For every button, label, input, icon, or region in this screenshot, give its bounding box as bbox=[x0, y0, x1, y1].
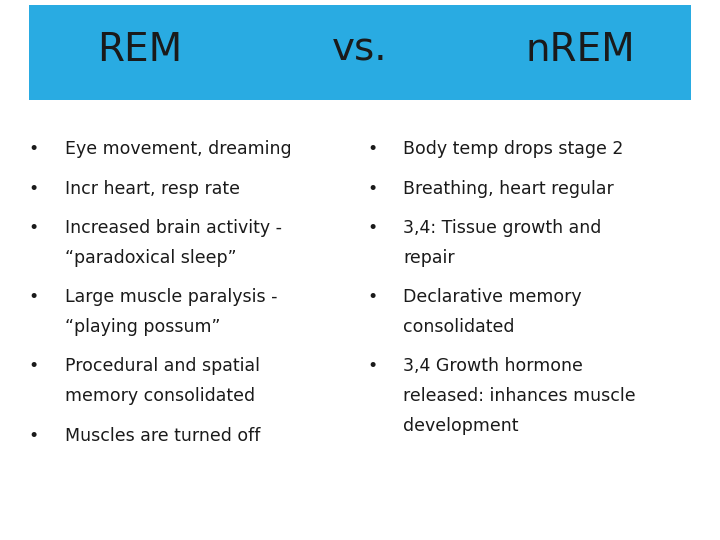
Text: Procedural and spatial: Procedural and spatial bbox=[65, 357, 260, 375]
Text: Declarative memory: Declarative memory bbox=[403, 288, 582, 306]
Text: Incr heart, resp rate: Incr heart, resp rate bbox=[65, 180, 240, 198]
Text: •: • bbox=[367, 219, 377, 237]
Text: Large muscle paralysis -: Large muscle paralysis - bbox=[65, 288, 277, 306]
Text: •: • bbox=[29, 357, 39, 375]
Text: “playing possum”: “playing possum” bbox=[65, 318, 220, 336]
Text: •: • bbox=[367, 357, 377, 375]
Text: Increased brain activity -: Increased brain activity - bbox=[65, 219, 282, 237]
Text: repair: repair bbox=[403, 249, 455, 267]
Text: 3,4: Tissue growth and: 3,4: Tissue growth and bbox=[403, 219, 602, 237]
Text: •: • bbox=[367, 140, 377, 158]
Text: •: • bbox=[29, 140, 39, 158]
FancyBboxPatch shape bbox=[29, 5, 691, 100]
Text: 3,4 Growth hormone: 3,4 Growth hormone bbox=[403, 357, 583, 375]
Text: Muscles are turned off: Muscles are turned off bbox=[65, 427, 260, 444]
Text: consolidated: consolidated bbox=[403, 318, 515, 336]
Text: released: inhances muscle: released: inhances muscle bbox=[403, 387, 636, 405]
Text: “paradoxical sleep”: “paradoxical sleep” bbox=[65, 249, 236, 267]
Text: REM: REM bbox=[96, 31, 181, 69]
Text: nREM: nREM bbox=[526, 31, 636, 69]
Text: Breathing, heart regular: Breathing, heart regular bbox=[403, 180, 614, 198]
Text: •: • bbox=[29, 180, 39, 198]
Text: vs.: vs. bbox=[332, 31, 388, 69]
Text: •: • bbox=[367, 288, 377, 306]
Text: •: • bbox=[367, 180, 377, 198]
Text: •: • bbox=[29, 219, 39, 237]
Text: Body temp drops stage 2: Body temp drops stage 2 bbox=[403, 140, 624, 158]
Text: •: • bbox=[29, 427, 39, 444]
Text: development: development bbox=[403, 417, 518, 435]
Text: Eye movement, dreaming: Eye movement, dreaming bbox=[65, 140, 292, 158]
Text: memory consolidated: memory consolidated bbox=[65, 387, 255, 405]
Text: •: • bbox=[29, 288, 39, 306]
